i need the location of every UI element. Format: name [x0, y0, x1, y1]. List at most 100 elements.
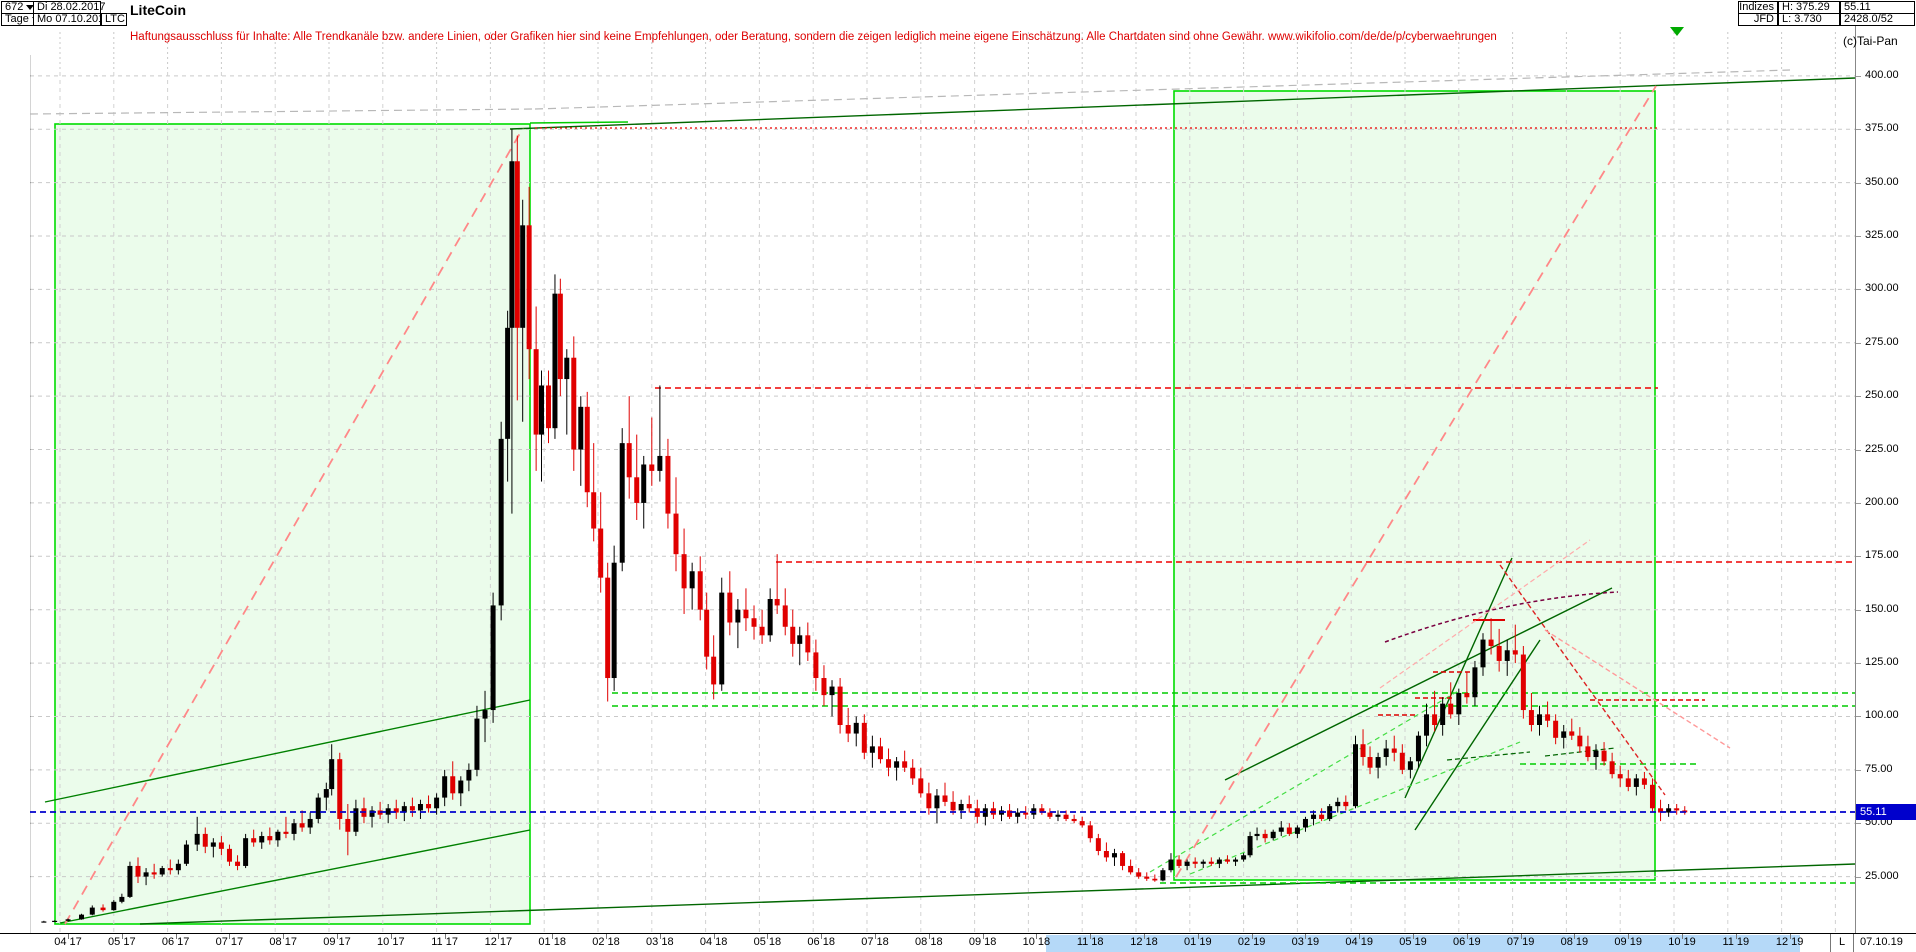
month-tick: [68, 934, 69, 939]
last-price-badge: 55.11: [1856, 804, 1916, 820]
month-tick: [1789, 934, 1791, 939]
month-tick: [552, 934, 554, 939]
timeframe-dropdown[interactable]: Tage: [1, 13, 40, 26]
month-tick: [390, 934, 392, 939]
trend-channel-box: [54, 123, 531, 925]
month-tick-label: 09 17: [323, 936, 351, 948]
price-tick: [1856, 235, 1861, 237]
month-tick-label: 05 19: [1399, 936, 1427, 948]
feed-label: JFD: [1753, 13, 1774, 25]
plot-area: [30, 55, 1855, 933]
month-tick-label: 04 18: [699, 936, 728, 948]
price-tick: [1856, 449, 1861, 451]
month-tick-label: 10 17: [377, 936, 405, 948]
price-tick: [1856, 75, 1861, 77]
range-end-date: Mo 07.10.2019: [37, 13, 111, 25]
chart-header: 672 Di 28.02.2017 Tage Mo 07.10.2019 LTC…: [0, 0, 1916, 26]
month-tick: [1413, 934, 1414, 939]
range-info-cell: 2428.0/52: [1840, 13, 1915, 26]
month-tick: [1466, 934, 1468, 939]
price-axis[interactable]: 400.00 375.00 350.00 325.00 300.00 275.00 250.…: [1855, 26, 1916, 933]
month-tick-label: 10 18: [1022, 936, 1051, 948]
range-info: 2428.0/52: [1844, 13, 1893, 25]
month-tick: [1036, 934, 1038, 939]
price-tick: [1856, 289, 1861, 291]
price-tick-label: 350.00: [1865, 175, 1899, 188]
month-tick-label: 01 18: [538, 936, 566, 948]
month-tick-label: 05 18: [753, 936, 782, 948]
trend-channel-box: [1173, 90, 1656, 881]
price-tick-label: 175.00: [1865, 549, 1899, 562]
current-date-label: 07.10.19: [1860, 936, 1903, 948]
month-tick-label: 08 19: [1560, 936, 1589, 948]
month-tick-label: 08 17: [269, 936, 297, 948]
month-tick-label: 11 18: [1076, 936, 1104, 948]
month-tick: [1735, 934, 1737, 939]
price-tick: [1856, 716, 1861, 718]
price-tick: [1856, 502, 1861, 504]
month-tick: [659, 934, 661, 939]
period-low: L: 3.730: [1782, 13, 1822, 25]
month-tick-label: 02 18: [592, 936, 620, 948]
l-indicator: L: [1830, 934, 1854, 952]
month-tick: [713, 934, 715, 939]
month-tick-label: 09 19: [1614, 936, 1642, 948]
month-tick-label: 03 19: [1291, 936, 1320, 948]
selected-range-highlight[interactable]: [1046, 935, 1800, 952]
price-tick-label: 400.00: [1865, 68, 1899, 81]
price-tick-label: 75.00: [1865, 762, 1893, 775]
price-tick-label: 200.00: [1865, 495, 1899, 508]
month-tick-label: 12 19: [1775, 936, 1804, 948]
copyright-label: (c)Tai-Pan: [1843, 34, 1898, 48]
month-tick: [982, 934, 984, 939]
month-tick-label: 07 19: [1506, 936, 1535, 948]
price-tick-label: 125.00: [1865, 656, 1899, 669]
month-tick: [928, 934, 930, 939]
month-tick-label: 03 18: [646, 936, 674, 948]
range-end-cell[interactable]: Mo 07.10.2019: [33, 13, 110, 26]
page-title: LiteCoin: [130, 2, 186, 18]
month-tick: [767, 934, 769, 939]
month-tick-label: 10 19: [1668, 936, 1696, 948]
month-tick: [1520, 934, 1522, 939]
month-tick: [1144, 934, 1145, 939]
month-tick-label: 05 17: [108, 936, 136, 948]
month-tick-label: 06 19: [1453, 936, 1481, 948]
month-tick-label: 07 17: [215, 936, 244, 948]
month-tick: [498, 934, 500, 939]
price-tick-label: 300.00: [1865, 282, 1899, 295]
top-ruler-ticks: [59, 32, 1836, 72]
period-high: H: 375.29: [1782, 1, 1830, 13]
low-cell: L: 3.730: [1778, 13, 1840, 26]
month-tick: [1197, 934, 1199, 939]
price-tick: [1856, 609, 1861, 611]
month-tick: [229, 934, 231, 939]
periods-value: 672: [5, 1, 24, 13]
symbol-cell[interactable]: LTC: [101, 13, 127, 26]
gridlines: [30, 55, 1855, 933]
month-tick: [121, 934, 123, 939]
indizes-label: Indizes: [1739, 1, 1774, 13]
month-tick-label: 02 19: [1237, 936, 1266, 948]
price-tick-label: 375.00: [1865, 122, 1899, 135]
range-start-date: Di 28.02.2017: [37, 1, 106, 13]
price-tick: [1856, 129, 1861, 131]
month-tick: [1628, 934, 1630, 939]
price-tick: [1856, 182, 1861, 184]
price-tick: [1856, 876, 1861, 878]
date-marker-icon: [1670, 27, 1684, 36]
month-tick: [875, 934, 876, 939]
month-tick-label: 12 17: [484, 936, 513, 948]
feed-cell: JFD: [1738, 13, 1778, 26]
time-axis-ruler[interactable]: L 07.10.19 04 17 05 17 06 17 07 17 08 17 09 1…: [0, 933, 1916, 952]
month-tick-label: 04 17: [54, 936, 82, 948]
month-tick-label: 09 18: [968, 936, 997, 948]
month-tick-label: 04 19: [1345, 936, 1373, 948]
month-tick: [606, 934, 607, 939]
price-tick-label: 25.000: [1865, 869, 1899, 882]
price-tick: [1856, 663, 1861, 665]
price-tick: [1856, 556, 1861, 558]
month-tick: [283, 934, 285, 939]
